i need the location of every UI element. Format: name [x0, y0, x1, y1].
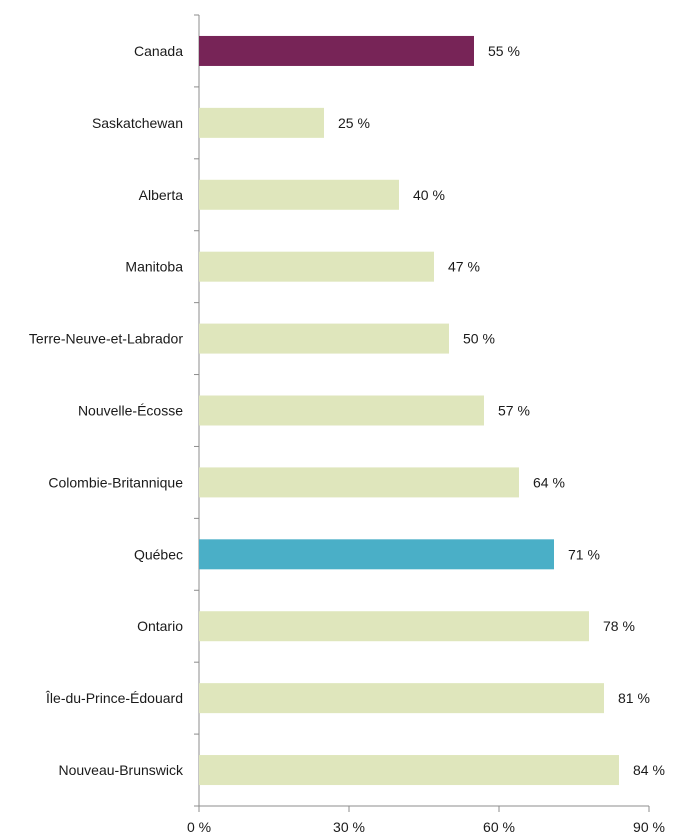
value-label: 57 %	[498, 403, 530, 419]
x-tick-label: 0 %	[187, 819, 211, 834]
x-tick-label: 30 %	[333, 819, 365, 834]
bar	[199, 755, 619, 786]
value-label: 78 %	[603, 618, 635, 634]
value-label: 40 %	[413, 187, 445, 203]
bar	[199, 179, 399, 210]
labels-group: Canada 55 % Saskatchewan 25 % Alberta 40 % Man…	[29, 43, 665, 778]
value-label: 81 %	[618, 690, 650, 706]
bars-group	[199, 35, 619, 786]
value-label: 55 %	[488, 43, 520, 59]
value-label: 25 %	[338, 115, 370, 131]
value-label: 84 %	[633, 762, 665, 778]
category-label: Île-du-Prince-Édouard	[45, 690, 183, 706]
bar	[199, 539, 554, 570]
category-label: Terre-Neuve-et-Labrador	[29, 331, 183, 347]
category-label: Ontario	[137, 618, 183, 634]
category-label: Colombie-Britannique	[48, 474, 183, 490]
x-tick-label: 60 %	[483, 819, 515, 834]
value-label: 64 %	[533, 474, 565, 490]
ticks-group: 0 % 30 % 60 % 90 %	[187, 14, 665, 835]
x-tick-label: 90 %	[633, 819, 665, 834]
value-label: 71 %	[568, 546, 600, 562]
bar	[199, 611, 589, 642]
category-label: Manitoba	[125, 259, 183, 275]
bar	[199, 683, 604, 714]
bar	[199, 467, 519, 498]
value-label: 47 %	[448, 259, 480, 275]
bar	[199, 251, 434, 282]
category-label: Saskatchewan	[92, 115, 183, 131]
category-label: Canada	[134, 43, 183, 59]
category-label: Nouvelle-Écosse	[78, 403, 183, 419]
category-label: Alberta	[139, 187, 184, 203]
bar	[199, 35, 474, 66]
category-label: Québec	[134, 546, 183, 562]
category-label: Nouveau-Brunswick	[59, 762, 184, 778]
bar	[199, 107, 324, 138]
bar	[199, 323, 449, 354]
bar	[199, 395, 484, 426]
value-label: 50 %	[463, 331, 495, 347]
